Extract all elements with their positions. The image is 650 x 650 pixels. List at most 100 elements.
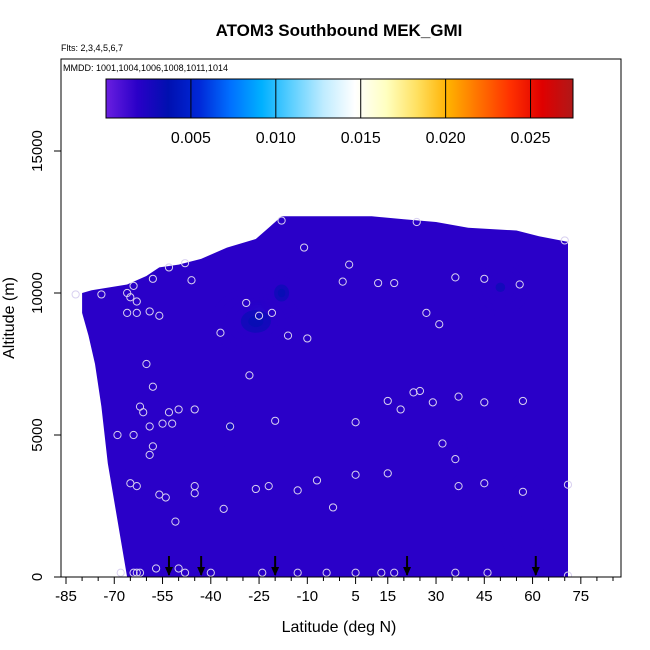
mmdd-label: MMDD: 1001,1004,1006,1008,1011,1014 xyxy=(63,63,228,73)
observation-point xyxy=(412,217,421,227)
observation-point xyxy=(190,405,199,414)
y-tick-label: 15000 xyxy=(29,130,46,172)
x-axis-label: Latitude (deg N) xyxy=(282,619,397,636)
x-tick-label: 60 xyxy=(524,588,541,605)
observation-point xyxy=(219,504,228,513)
observation-point xyxy=(345,260,354,269)
observation-point xyxy=(480,398,489,407)
observation-point xyxy=(338,277,347,286)
colorbar-tick-label: 0.005 xyxy=(171,130,211,147)
observation-points xyxy=(71,216,573,577)
observation-point xyxy=(161,493,170,502)
observation-point xyxy=(415,386,425,396)
observation-point xyxy=(113,430,122,440)
chart-title: ATOM3 Southbound MEK_GMI xyxy=(216,21,463,40)
heatmap-feature xyxy=(277,288,286,298)
observation-point xyxy=(563,480,573,489)
observation-point xyxy=(422,308,431,317)
observation-point xyxy=(271,416,280,425)
observation-point xyxy=(168,419,177,428)
observation-point xyxy=(383,396,392,406)
observation-point xyxy=(267,308,277,317)
x-tick-label: -25 xyxy=(248,588,270,605)
observation-point xyxy=(454,482,463,491)
ground-arrow xyxy=(531,556,540,576)
colorbar xyxy=(105,78,574,119)
x-tick-label: 75 xyxy=(572,588,589,605)
observation-point xyxy=(126,293,135,302)
observation-point xyxy=(293,486,302,495)
observation-point xyxy=(328,503,338,512)
colorbar-tick-label: 0.020 xyxy=(426,130,466,147)
observation-point xyxy=(190,489,199,498)
observation-point xyxy=(451,455,460,464)
observation-point xyxy=(158,419,167,428)
observation-point xyxy=(129,430,138,440)
x-tick-label: -55 xyxy=(152,588,174,605)
observation-point xyxy=(123,308,132,317)
x-tick-label: 15 xyxy=(379,588,396,605)
x-tick-label: 45 xyxy=(476,588,493,605)
observation-point xyxy=(187,276,196,285)
observation-point xyxy=(351,568,360,577)
heatmap-feature xyxy=(226,422,234,431)
observation-point xyxy=(148,274,157,283)
observation-point xyxy=(142,359,151,369)
observation-point xyxy=(171,517,180,526)
x-tick-label: -85 xyxy=(55,588,77,605)
observation-point xyxy=(174,564,183,573)
observation-point xyxy=(145,307,154,316)
observation-point xyxy=(322,568,331,577)
observation-point xyxy=(226,422,235,431)
observation-point xyxy=(145,450,154,459)
heatmap-field xyxy=(82,216,568,577)
y-axis-label: Altitude (m) xyxy=(1,277,18,359)
observation-point xyxy=(409,388,418,397)
observation-point xyxy=(518,487,528,496)
observation-point xyxy=(71,290,80,299)
observation-point xyxy=(132,482,141,491)
observation-point xyxy=(374,278,383,288)
ground-arrow xyxy=(197,556,206,576)
observation-point xyxy=(351,470,360,479)
observation-point xyxy=(216,328,225,337)
observation-point xyxy=(97,290,106,299)
observation-point xyxy=(277,216,286,225)
heatmap-feature xyxy=(142,439,151,459)
heatmap-feature xyxy=(521,506,531,524)
x-tick-label: 30 xyxy=(428,588,445,605)
observation-point xyxy=(139,408,148,417)
observation-point xyxy=(174,405,183,414)
x-tick-label: -40 xyxy=(200,588,222,605)
observation-point xyxy=(454,392,463,401)
observation-point xyxy=(351,418,360,427)
observation-point xyxy=(264,482,273,491)
x-tick-label: -10 xyxy=(296,588,318,605)
observation-point xyxy=(164,408,174,417)
x-axis: -85 -70 -55 -40 -25 -10 5 15 30 45 60 75 xyxy=(55,577,614,605)
observation-point xyxy=(145,422,154,431)
plot-frame xyxy=(60,58,622,578)
heatmap-feature xyxy=(495,282,506,293)
observation-point xyxy=(180,259,190,268)
observation-point xyxy=(258,568,267,577)
observation-point xyxy=(560,236,569,245)
observation-point xyxy=(164,263,174,272)
y-tick-label: 0 xyxy=(29,573,46,581)
ground-arrow xyxy=(164,556,173,576)
observation-point xyxy=(451,273,460,282)
observation-point xyxy=(515,280,524,289)
heatmap-feature xyxy=(474,373,482,412)
colorbar-tick-label: 0.010 xyxy=(256,130,296,147)
observation-point xyxy=(129,568,138,577)
heatmap-features xyxy=(123,258,556,566)
observation-point xyxy=(180,568,190,577)
observation-point xyxy=(483,568,492,577)
observation-point xyxy=(293,568,302,577)
observation-point xyxy=(303,334,312,343)
observation-point xyxy=(129,281,138,290)
observation-point xyxy=(451,568,460,577)
heatmap-feature xyxy=(248,315,264,328)
observation-point xyxy=(135,568,145,577)
